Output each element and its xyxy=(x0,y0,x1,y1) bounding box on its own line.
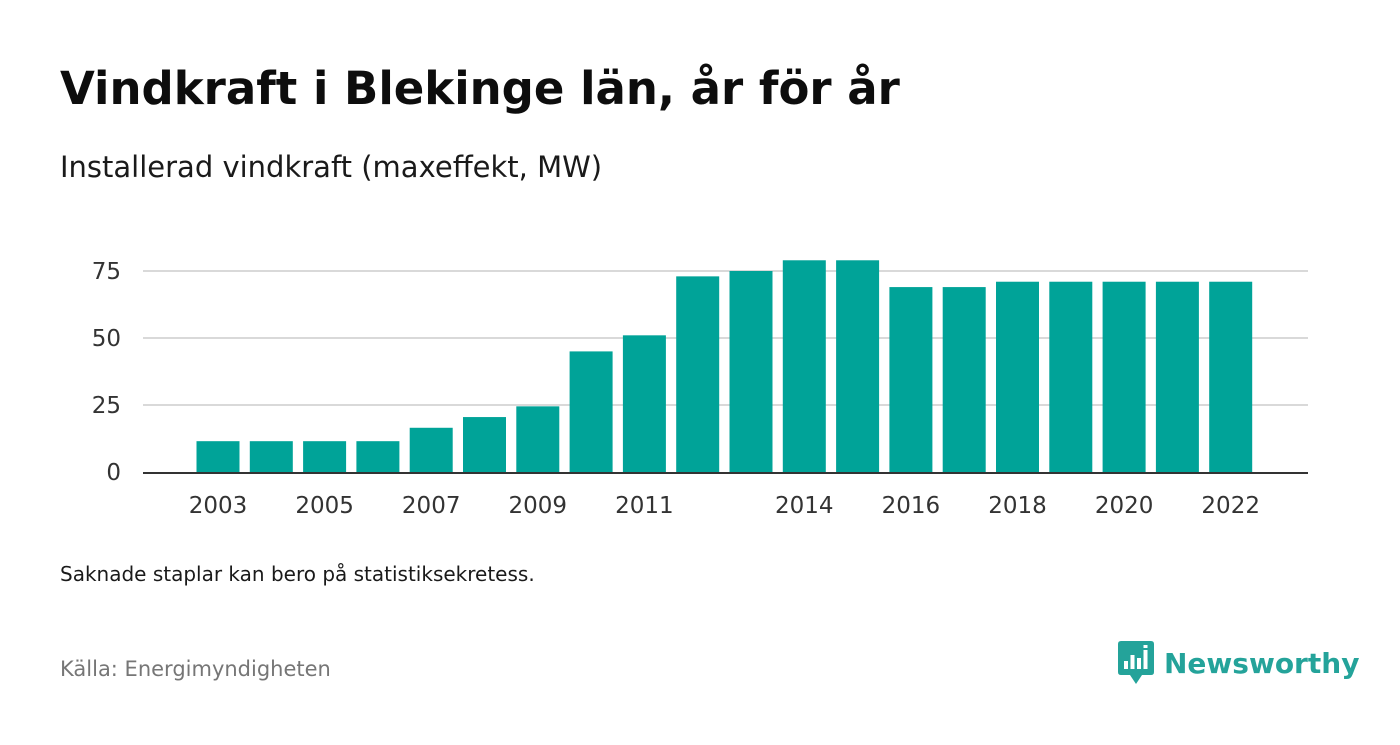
bar-2020 xyxy=(1102,281,1146,472)
y-tick-label: 50 xyxy=(92,326,121,352)
x-tick-label: 2005 xyxy=(295,493,354,519)
y-tick-label: 0 xyxy=(106,460,121,486)
bars xyxy=(196,260,1253,472)
x-tick-label: 2003 xyxy=(189,493,248,519)
brand-name: Newsworthy xyxy=(1164,646,1360,680)
bar-2007 xyxy=(409,427,453,472)
x-tick-label: 2011 xyxy=(615,493,674,519)
bar-2015 xyxy=(836,260,880,472)
chart-subtitle: Installerad vindkraft (maxeffekt, MW) xyxy=(60,150,603,184)
tick-labels: 0 25 50 75 2003 2005 2007 2009 2011 2014 2016 2018 2… xyxy=(92,259,1260,519)
x-tick-label: 2018 xyxy=(988,493,1047,519)
missing-bars-note: Saknade staplar kan bero på statistiksek… xyxy=(60,562,535,586)
x-tick-label: 2022 xyxy=(1201,493,1260,519)
x-tick-label: 2009 xyxy=(509,493,568,519)
newsworthy-brand[interactable]: Newsworthy xyxy=(1118,640,1359,686)
bar-2006 xyxy=(356,441,400,472)
bar-2021 xyxy=(1155,281,1199,472)
chart-title: Vindkraft i Blekinge län, år för år xyxy=(60,62,900,115)
x-tick-label: 2007 xyxy=(402,493,461,519)
source-label: Källa: Energimyndigheten xyxy=(60,657,331,681)
y-tick-label: 75 xyxy=(92,259,121,285)
bar-2013 xyxy=(729,271,773,472)
bar-2016 xyxy=(889,287,933,472)
bar-2003 xyxy=(196,441,240,472)
bar-2014 xyxy=(782,260,826,472)
bar-2004 xyxy=(249,441,293,472)
bar-2017 xyxy=(942,287,986,472)
bar-2018 xyxy=(996,281,1039,472)
bar-2005 xyxy=(303,441,347,472)
bar-2022 xyxy=(1209,281,1253,472)
x-tick-label: 2016 xyxy=(882,493,941,519)
bar-2008 xyxy=(463,417,506,472)
bar-2019 xyxy=(1049,281,1093,472)
newsworthy-logo-icon xyxy=(1118,641,1154,685)
bar-2010 xyxy=(569,351,613,472)
bar-2011 xyxy=(622,335,666,472)
x-tick-label: 2020 xyxy=(1095,493,1154,519)
y-tick-label: 25 xyxy=(92,393,121,419)
bar-2012 xyxy=(676,276,720,472)
x-tick-label: 2014 xyxy=(775,493,834,519)
bar-2009 xyxy=(516,406,560,472)
